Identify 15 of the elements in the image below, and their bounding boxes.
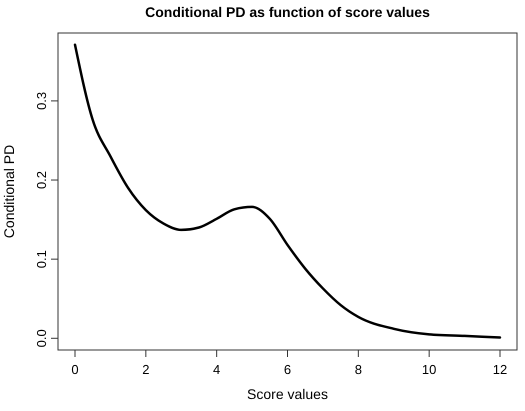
- y-tick-label: 0.1: [34, 250, 49, 268]
- y-tick-label: 0.0: [34, 329, 49, 348]
- line-series: [74, 43, 502, 339]
- x-tick-label: 6: [284, 362, 292, 377]
- x-tick-label: 10: [422, 362, 436, 377]
- y-tick-label: 0.3: [34, 92, 49, 110]
- x-tick-label: 12: [492, 362, 508, 377]
- y-tick-label: 0.2: [34, 170, 49, 190]
- x-axis-title: Score values: [247, 386, 328, 402]
- chart-title: Conditional PD as function of score values: [145, 4, 430, 20]
- x-tick-label: 0: [71, 362, 79, 377]
- y-axis-title: Conditional PD: [1, 144, 17, 238]
- x-tick-label: 2: [142, 362, 150, 377]
- x-tick-label: 8: [354, 362, 362, 377]
- x-tick-label: 4: [213, 362, 220, 377]
